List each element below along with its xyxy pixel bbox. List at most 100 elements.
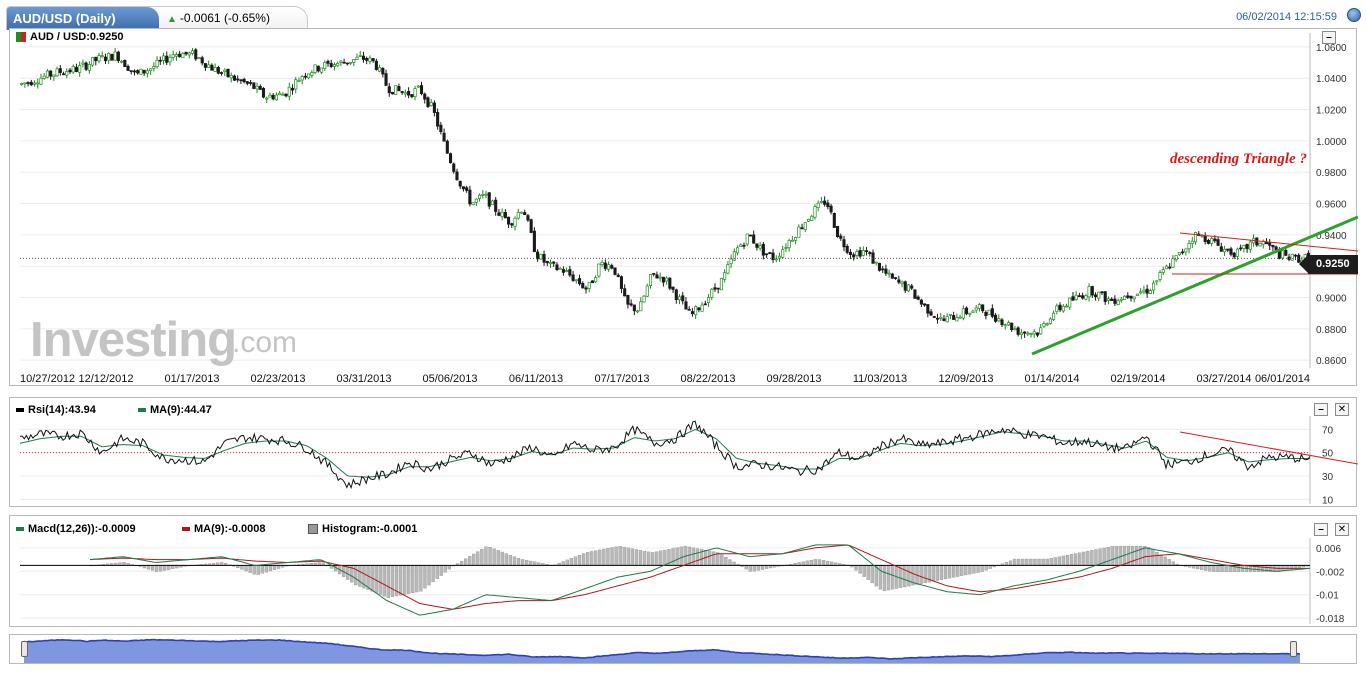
candle-body <box>1181 251 1185 254</box>
globe-icon[interactable] <box>1347 8 1361 22</box>
histogram-bar <box>614 546 618 566</box>
candle-body <box>278 92 282 96</box>
histogram-bar <box>171 565 175 570</box>
candle-body <box>1013 328 1017 331</box>
histogram-bar <box>919 565 923 584</box>
price-y-tick-label: 0.9800 <box>1316 168 1347 179</box>
histogram-bar <box>976 565 980 573</box>
candle-body <box>1290 253 1294 261</box>
candle-body <box>91 57 95 66</box>
candle-body <box>313 64 317 73</box>
candle-body <box>1155 280 1159 283</box>
histogram-bar <box>1053 557 1057 566</box>
candle-body <box>252 82 256 89</box>
candle-body <box>42 75 46 79</box>
chart-annotation: descending Triangle ? <box>1170 151 1307 167</box>
candle-body <box>68 69 72 73</box>
macd-chart-svg[interactable]: 0.006 -0.002 -0.01 -0.018 <box>10 516 1358 628</box>
histogram-legend-icon <box>308 524 318 535</box>
candle-body <box>442 132 446 142</box>
candle-body <box>332 64 336 67</box>
candle-body <box>1139 291 1143 294</box>
candle-body <box>220 72 224 74</box>
candle-body <box>390 91 395 95</box>
navigator-svg[interactable] <box>10 635 1358 665</box>
candle-body <box>294 79 298 90</box>
candle-body <box>929 311 933 316</box>
candle-body <box>484 193 488 196</box>
candle-body <box>1135 293 1140 296</box>
histogram-bar <box>752 565 757 572</box>
price-change: ▲ -0.0061 (-0.65%) <box>167 11 270 25</box>
candle-body <box>400 91 404 93</box>
macd-legend-text: Macd(12,26)):-0.0009 <box>28 523 136 535</box>
candle-body <box>461 186 465 190</box>
price-chart-svg[interactable]: 1.0600 1.0400 1.0200 1.0000 0.9800 0.9600 0.94… <box>10 29 1358 387</box>
histogram-bar <box>565 559 569 566</box>
histogram-bar <box>1167 559 1171 566</box>
candle-body <box>471 202 475 206</box>
candle-body <box>1097 291 1101 299</box>
instrument-title[interactable]: AUD/USD (Daily) <box>7 7 159 30</box>
navigator-right-handle[interactable] <box>1290 641 1297 657</box>
price-x-tick-label: 10/27/2012 <box>20 373 75 385</box>
candle-body <box>852 254 856 258</box>
candle-body <box>26 82 30 84</box>
rsi-panel: 70 50 30 10 Rsi(14):43.94 MA(9):44.47 – ✕ <box>9 397 1358 508</box>
histogram-bar <box>907 565 911 587</box>
candle-body <box>529 219 533 233</box>
candle-body <box>1168 266 1172 269</box>
macd-minimize-button[interactable]: – <box>1314 523 1328 536</box>
candle-body <box>1016 327 1020 335</box>
candle-body <box>890 273 894 279</box>
candle-body <box>378 67 382 72</box>
rsi-ma-legend-text: MA(9):44.47 <box>150 404 212 416</box>
candle-body <box>1110 298 1114 301</box>
navigator-left-handle[interactable] <box>21 641 28 657</box>
candle-body <box>926 304 930 314</box>
candle-body <box>481 193 485 196</box>
rsi-close-button[interactable]: ✕ <box>1335 403 1349 416</box>
histogram-bar <box>268 565 273 572</box>
histogram-bar <box>500 551 504 566</box>
histogram-bar <box>610 547 614 566</box>
histogram-bar <box>651 552 655 566</box>
candle-body <box>1171 258 1175 268</box>
candle-body <box>1029 333 1033 335</box>
candle-body <box>713 287 717 290</box>
histogram-bar <box>744 565 748 570</box>
candle-body <box>619 276 624 289</box>
candle-body <box>287 86 291 97</box>
candle-body <box>432 102 436 113</box>
candle-body <box>110 53 114 61</box>
candle-body <box>690 311 694 315</box>
candle-body <box>661 276 665 283</box>
histogram-bar <box>1041 558 1045 566</box>
candle-body <box>84 62 88 70</box>
rsi-chart-svg[interactable]: 70 50 30 10 <box>10 398 1358 508</box>
histogram-bar <box>1134 545 1139 566</box>
candle-body <box>1190 240 1194 244</box>
histogram-bar <box>886 565 891 591</box>
investing-logo-suffix: .com <box>232 326 298 359</box>
histogram-bar <box>813 559 818 566</box>
candle-body <box>1255 237 1259 246</box>
candle-body <box>1232 252 1236 258</box>
histogram-bar <box>951 565 956 578</box>
histogram-bar <box>358 565 362 587</box>
macd-close-button[interactable]: ✕ <box>1335 523 1349 536</box>
candle-body <box>87 64 91 71</box>
minimize-button[interactable]: – <box>1322 31 1336 44</box>
candle-body <box>1068 297 1072 308</box>
candle-body <box>774 258 778 261</box>
candle-body <box>977 304 981 309</box>
candle-body <box>1064 305 1069 308</box>
histogram-bar <box>882 565 887 592</box>
histogram-bar <box>402 565 407 595</box>
candle-body <box>381 67 385 75</box>
candle-body <box>384 73 388 86</box>
rsi-minimize-button[interactable]: – <box>1314 403 1328 416</box>
histogram-bar <box>516 558 521 566</box>
histogram-bar <box>480 549 484 566</box>
candle-body <box>226 68 230 78</box>
